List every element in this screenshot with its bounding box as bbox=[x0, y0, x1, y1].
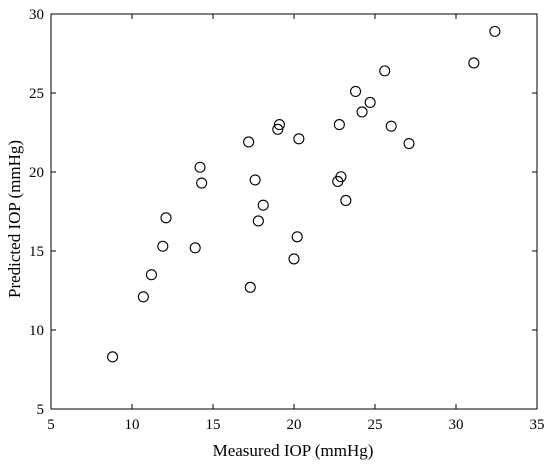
x-axis-ticks: 5 10 15 20 25 30 35 bbox=[47, 14, 545, 433]
data-point bbox=[291, 231, 303, 243]
y-tick-label: 15 bbox=[29, 244, 44, 260]
data-point bbox=[340, 194, 352, 206]
data-point bbox=[379, 65, 391, 77]
data-point bbox=[196, 177, 208, 189]
x-tick-label: 5 bbox=[47, 417, 55, 433]
data-point bbox=[160, 212, 172, 224]
data-point bbox=[288, 253, 300, 265]
data-point bbox=[157, 240, 169, 252]
data-point bbox=[293, 133, 305, 145]
data-point bbox=[273, 119, 285, 131]
data-point bbox=[356, 106, 368, 118]
data-point bbox=[468, 57, 480, 69]
data-point bbox=[333, 119, 345, 131]
y-tick-label: 10 bbox=[29, 323, 44, 339]
data-point bbox=[194, 161, 206, 173]
x-tick-label: 25 bbox=[368, 417, 383, 433]
x-tick-label: 15 bbox=[206, 417, 221, 433]
y-axis-ticks: 5 10 15 20 25 30 bbox=[29, 7, 537, 418]
data-point bbox=[137, 291, 149, 303]
data-points bbox=[107, 25, 501, 363]
data-point bbox=[335, 171, 347, 183]
data-point bbox=[257, 199, 269, 211]
data-point bbox=[252, 215, 264, 227]
plot-frame bbox=[50, 13, 538, 410]
x-tick-label: 35 bbox=[530, 417, 545, 433]
data-point bbox=[107, 351, 119, 363]
y-tick-label: 5 bbox=[37, 402, 45, 418]
data-point bbox=[385, 120, 397, 132]
data-point bbox=[350, 85, 362, 97]
x-tick-label: 30 bbox=[449, 417, 464, 433]
data-point bbox=[489, 25, 501, 37]
data-point bbox=[244, 281, 256, 293]
data-point bbox=[189, 242, 201, 254]
data-point bbox=[364, 96, 376, 109]
y-tick-label: 20 bbox=[29, 165, 44, 181]
x-tick-label: 20 bbox=[287, 417, 302, 433]
x-axis-label: Measured IOP (mmHg) bbox=[213, 441, 374, 460]
data-point bbox=[145, 269, 157, 281]
data-point bbox=[272, 123, 284, 135]
x-tick-label: 10 bbox=[125, 417, 140, 433]
plot-axes bbox=[50, 13, 538, 410]
y-tick-label: 30 bbox=[29, 7, 44, 23]
y-tick-label: 25 bbox=[29, 86, 44, 102]
data-point bbox=[403, 138, 415, 150]
data-point bbox=[249, 174, 261, 186]
data-point bbox=[243, 136, 255, 148]
y-axis-label: Predicted IOP (mmHg) bbox=[5, 140, 24, 298]
